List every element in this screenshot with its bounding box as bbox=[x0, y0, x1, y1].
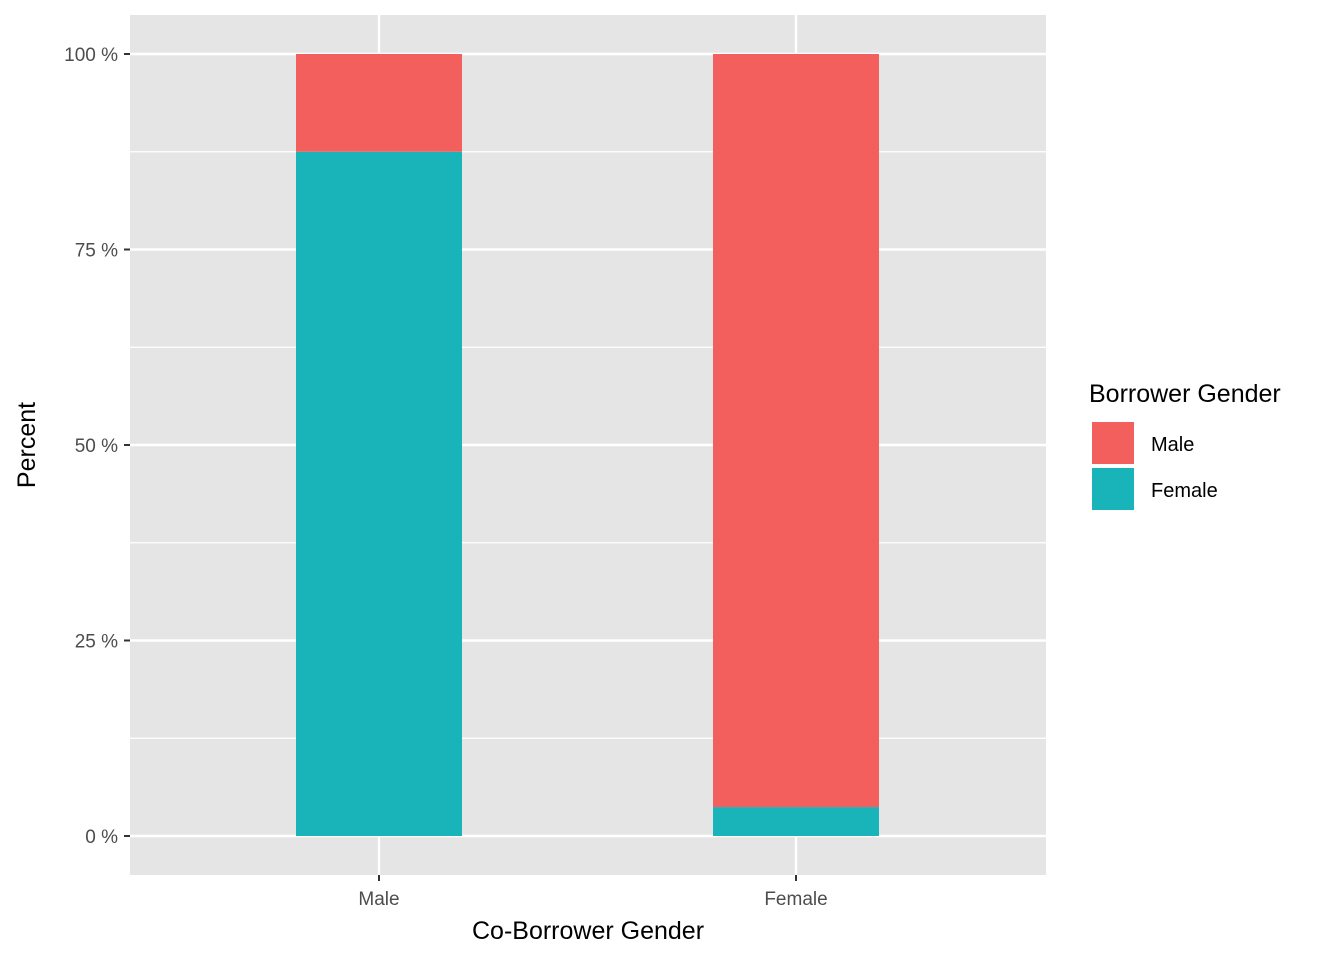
minor-gridlines bbox=[130, 151, 1046, 739]
bar-female-male bbox=[713, 54, 879, 808]
legend-key-male bbox=[1090, 420, 1136, 466]
y-tick-label: 100 % bbox=[64, 45, 118, 66]
legend-items: Male Female bbox=[1090, 420, 1218, 512]
bars bbox=[296, 54, 879, 836]
legend: Borrower Gender Male Female bbox=[1089, 380, 1281, 512]
x-axis: Male Female bbox=[358, 875, 828, 910]
y-tick-label: 0 % bbox=[85, 827, 118, 848]
x-tick-label: Male bbox=[358, 889, 399, 910]
y-tick-label: 25 % bbox=[75, 632, 118, 653]
legend-key-female bbox=[1090, 466, 1136, 512]
bar-female-female bbox=[713, 807, 879, 836]
bar-male-male bbox=[296, 54, 462, 152]
legend-label-female: Female bbox=[1151, 480, 1218, 502]
y-tick-label: 75 % bbox=[75, 241, 118, 262]
y-axis-title: Percent bbox=[13, 402, 41, 488]
legend-title: Borrower Gender bbox=[1089, 380, 1281, 408]
legend-label-male: Male bbox=[1151, 434, 1194, 456]
x-tick-label: Female bbox=[764, 889, 827, 910]
y-axis: 0 % 25 % 50 % 75 % 100 % bbox=[64, 45, 130, 848]
y-tick-label: 50 % bbox=[75, 436, 118, 457]
bar-male-female bbox=[296, 151, 462, 836]
x-axis-title: Co-Borrower Gender bbox=[472, 917, 704, 945]
